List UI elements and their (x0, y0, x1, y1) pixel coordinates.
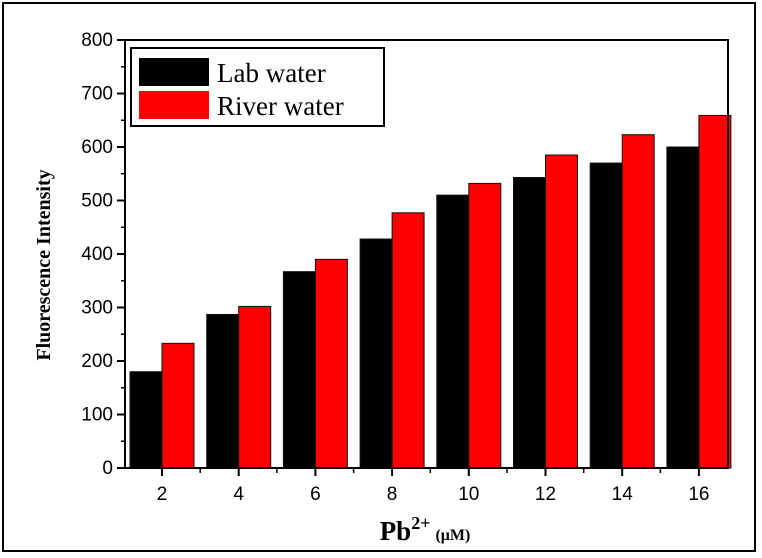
bar-river-water-14 (621, 134, 655, 469)
y-tick-label: 800 (81, 30, 113, 51)
bar-river-water-2 (161, 342, 195, 469)
bar-river-water-6 (314, 258, 348, 469)
bar-lab-water-2 (129, 371, 163, 469)
x-tick-label: 2 (157, 484, 168, 505)
legend-label-river-water: River water (217, 91, 344, 121)
x-tick-label: 8 (387, 484, 398, 505)
y-tick-label: 500 (81, 191, 113, 212)
bar-lab-water-12 (513, 176, 546, 469)
legend-label-lab-water: Lab water (217, 58, 326, 88)
y-axis: 0 100 200 300 400 500 600 700 800 (81, 30, 125, 479)
legend-swatch-river-water (139, 91, 209, 119)
bar-river-water-4 (238, 305, 272, 469)
y-axis-title: Fluorescence Intensity (33, 169, 55, 360)
bar-lab-water-4 (206, 313, 240, 469)
y-tick-label: 100 (81, 405, 113, 426)
bars-layer (129, 114, 732, 469)
y-tick-label: 400 (81, 244, 113, 265)
legend: Lab water River water (130, 47, 385, 127)
y-tick-label: 200 (81, 351, 113, 372)
bar-river-water-8 (391, 212, 425, 469)
bar-lab-water-14 (589, 162, 623, 469)
y-tick-label: 700 (81, 84, 113, 105)
x-axis-title: Pb2+ (μM) (380, 513, 471, 546)
x-tick-label: 12 (535, 484, 556, 505)
x-axis-title-base: Pb (380, 516, 412, 546)
x-axis: 2 4 6 8 10 12 14 16 (157, 468, 709, 505)
bar-river-water-12 (545, 154, 578, 469)
chart-frame (2, 2, 756, 552)
x-tick-label: 4 (233, 484, 244, 505)
bar-lab-water-10 (436, 194, 470, 469)
x-tick-label: 14 (612, 484, 634, 505)
bar-lab-water-16 (666, 146, 700, 469)
x-axis-title-superscript: 2+ (411, 513, 430, 533)
bar-river-water-10 (468, 182, 502, 469)
x-tick-label: 16 (688, 484, 709, 505)
legend-swatch-lab-water (139, 58, 209, 86)
bar-lab-water-6 (282, 271, 316, 469)
y-tick-label: 600 (81, 137, 113, 158)
x-axis-title-unit: (μM) (435, 527, 470, 544)
bar-lab-water-8 (359, 238, 393, 469)
y-tick-label: 0 (102, 458, 113, 479)
bar-river-water-16 (698, 114, 732, 469)
y-tick-label: 300 (81, 298, 113, 319)
x-tick-label: 6 (310, 484, 321, 505)
x-tick-label: 10 (458, 484, 479, 505)
